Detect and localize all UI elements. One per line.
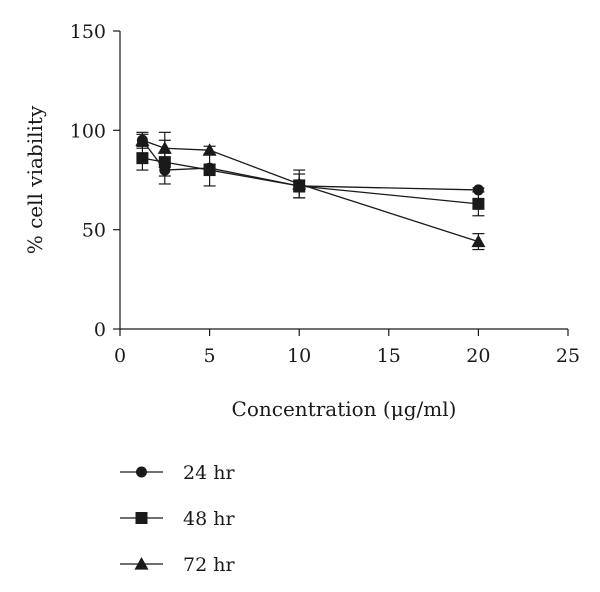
legend-item: 24 hr [120,462,235,484]
legend-label: 72 hr [183,554,235,576]
x-tick-label: 5 [204,345,216,367]
x-tick-label: 0 [114,345,126,367]
x-tick-label: 25 [556,345,580,367]
legend: 24 hr 48 hr 72 hr [120,462,235,576]
series-line [141,139,479,191]
data-point [202,143,217,156]
data-point [157,141,172,154]
y-axis-title: % cell viability [23,105,47,254]
series-circle [136,133,485,196]
legend-label: 24 hr [183,462,235,484]
data-point [472,197,485,210]
y-tick-label: 100 [70,120,106,142]
data-point [472,184,484,196]
x-tick-label: 15 [377,345,401,367]
legend-marker [136,466,147,478]
legend-marker [135,512,148,524]
y-tick-label: 150 [70,21,106,43]
legend-item: 48 hr [120,508,235,530]
axes: 0 50 100 150 0 5 10 15 20 25 [70,21,580,367]
series-square [136,139,485,217]
y-tick-label: 50 [82,220,106,242]
x-axis-title: Concentration (μg/ml) [232,397,457,421]
x-tick-label: 10 [287,345,311,367]
legend-marker [134,557,149,570]
data-point [136,152,149,165]
legend-item: 72 hr [120,554,235,576]
series-triangle [135,131,486,251]
data-point [292,176,307,190]
y-tick-label: 0 [94,319,106,341]
data-point [135,133,150,146]
data-point [471,234,486,248]
plot-area [135,131,486,251]
legend-label: 48 hr [183,508,235,530]
series-line [142,139,479,243]
data-point [203,164,216,177]
x-tick-label: 20 [466,345,490,367]
series-line [142,157,479,205]
